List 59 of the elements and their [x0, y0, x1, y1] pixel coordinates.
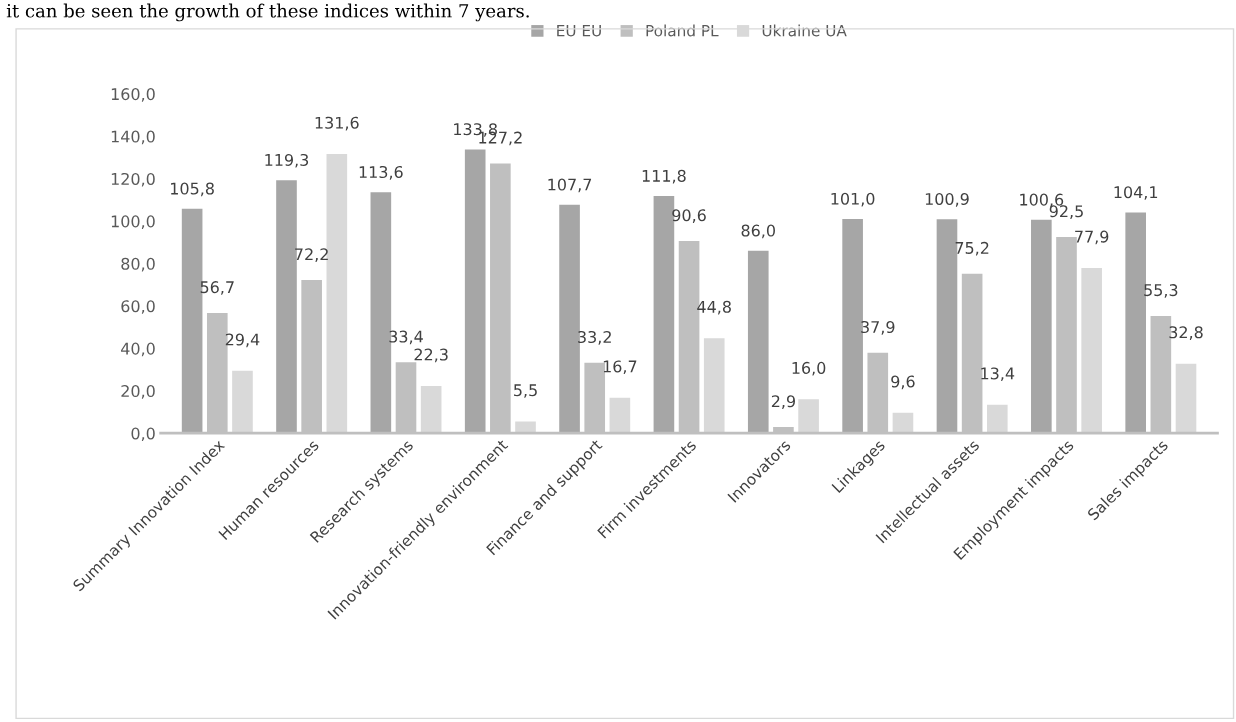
bar [703, 338, 725, 434]
data-label: 75,2 [955, 241, 989, 256]
bar [609, 397, 631, 434]
data-label: 107,7 [548, 178, 592, 193]
data-label: 77,9 [1075, 230, 1109, 245]
data-label: 37,9 [861, 320, 895, 335]
bar [892, 412, 914, 434]
bar [747, 250, 769, 434]
data-label: 5,5 [514, 384, 537, 398]
y-tick-label: 80,0 [121, 257, 155, 272]
data-label: 16,7 [603, 360, 637, 375]
y-tick-label: 100,0 [111, 215, 155, 230]
data-label: 100,9 [925, 192, 969, 207]
legend-label: Poland PL [646, 24, 719, 37]
data-label: 2,9 [771, 395, 795, 409]
text: it can be seen the growth of these indices within 7 years. [6, 3, 529, 22]
y-tick-label: 0,0 [131, 427, 155, 442]
bar [986, 404, 1008, 434]
data-label: 111,8 [642, 169, 686, 184]
data-label: 32,8 [1169, 326, 1203, 340]
data-label: 101,0 [831, 192, 875, 207]
data-label: 16,0 [792, 361, 826, 376]
data-label: 9,6 [891, 375, 915, 390]
y-tick-label: 140,0 [111, 130, 155, 145]
data-label: 105,8 [171, 182, 214, 197]
y-tick-label: 20,0 [121, 385, 155, 399]
data-label: 55,3 [1144, 284, 1178, 298]
data-label: 29,4 [225, 333, 260, 348]
legend-label: EU EU [557, 25, 601, 37]
y-tick-label: 120,0 [111, 172, 155, 187]
bar [559, 204, 580, 434]
bar [798, 399, 819, 434]
y-tick-label: 60,0 [121, 300, 155, 314]
bar [1031, 219, 1052, 434]
data-label: 33,2 [578, 330, 611, 345]
data-label: 86,0 [741, 224, 775, 239]
data-label: 72,2 [295, 248, 328, 262]
bar [326, 154, 348, 434]
data-label: 90,6 [672, 209, 706, 223]
y-tick-label: 160,0 [111, 88, 155, 102]
data-label: 119,3 [265, 153, 309, 168]
bar [232, 370, 253, 434]
data-label: 44,8 [697, 300, 731, 315]
data-label: 22,3 [414, 348, 448, 363]
y-tick-label: 40,0 [121, 342, 155, 357]
bar [276, 180, 297, 434]
bar [1175, 363, 1197, 434]
data-label: 131,6 [315, 116, 359, 131]
bar [420, 385, 442, 434]
data-label: 113,6 [359, 165, 403, 180]
data-label: 33,4 [389, 330, 423, 345]
data-label: 13,4 [981, 367, 1015, 382]
legend-label: Ukraine UA [762, 24, 847, 37]
data-label: 56,7 [200, 281, 234, 295]
bar [464, 149, 486, 434]
bar [1081, 267, 1102, 434]
bar [1125, 212, 1146, 434]
data-label: 104,1 [1114, 186, 1158, 200]
bar [842, 218, 863, 434]
